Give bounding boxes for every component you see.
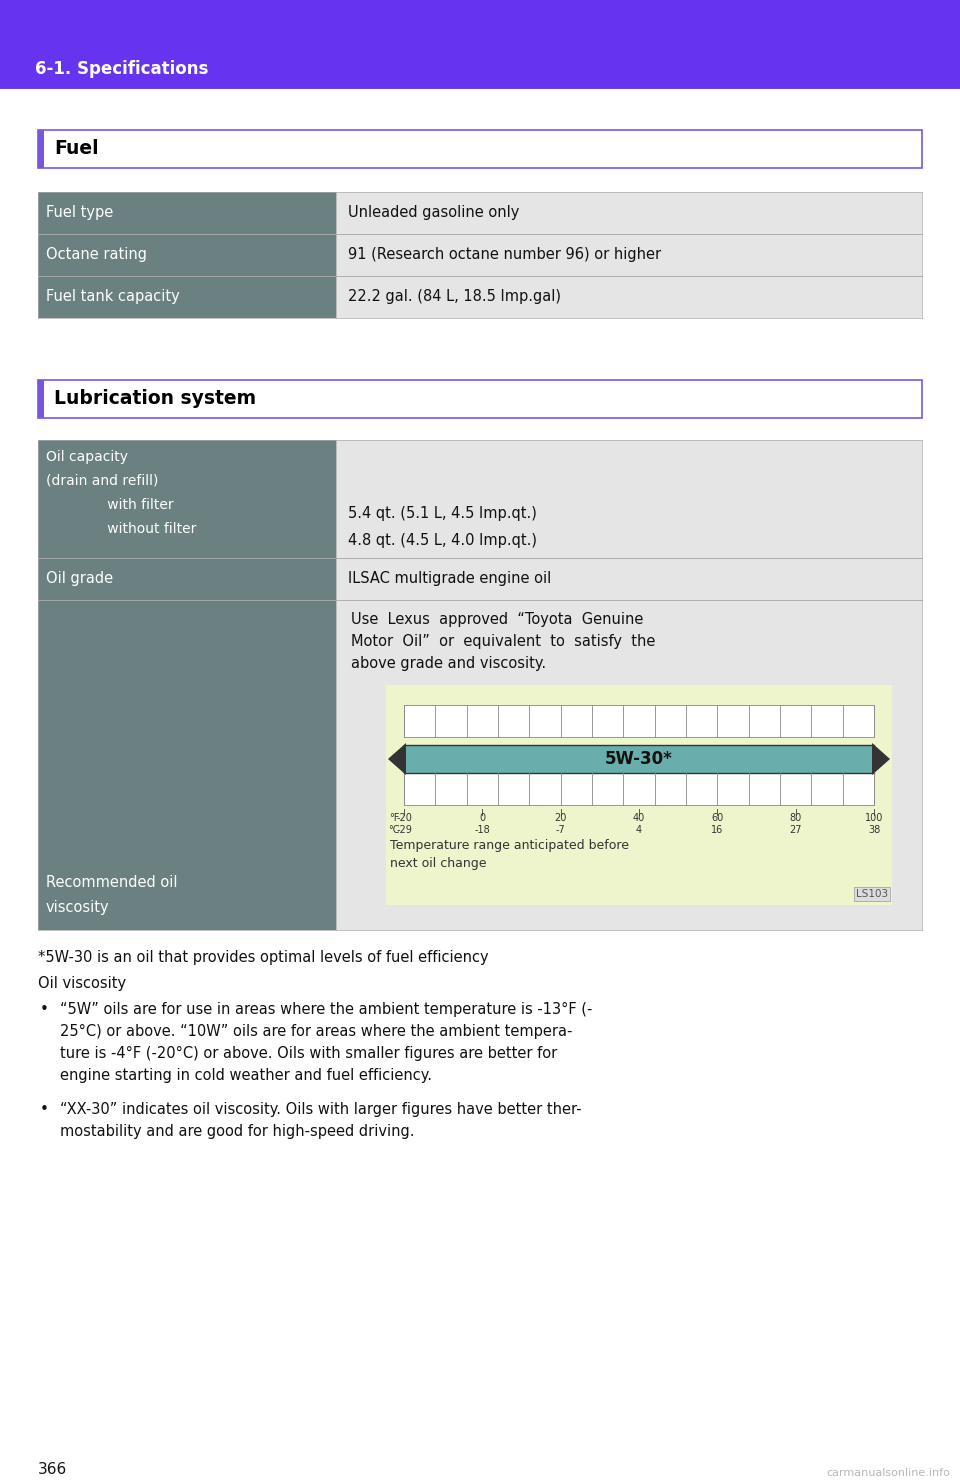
Text: carmanualsonline.info: carmanualsonline.info (827, 1468, 950, 1478)
Text: Temperature range anticipated before: Temperature range anticipated before (390, 838, 629, 852)
Text: with filter: with filter (46, 499, 174, 512)
Text: 40: 40 (633, 813, 645, 824)
Bar (404, 705, 874, 738)
Text: -20: -20 (396, 813, 412, 824)
Text: 4.8 qt. (4.5 L, 4.0 Imp.qt.): 4.8 qt. (4.5 L, 4.0 Imp.qt.) (348, 533, 537, 548)
Bar (38, 191, 336, 234)
Text: °F: °F (390, 813, 400, 824)
Text: •: • (40, 1002, 49, 1017)
Text: 22.2 gal. (84 L, 18.5 Imp.gal): 22.2 gal. (84 L, 18.5 Imp.gal) (348, 289, 561, 304)
Bar (336, 234, 922, 276)
Text: ture is -4°F (-20°C) or above. Oils with smaller figures are better for: ture is -4°F (-20°C) or above. Oils with… (60, 1046, 557, 1061)
Bar (38, 234, 336, 276)
Text: Oil grade: Oil grade (46, 571, 113, 586)
Text: 6-1. Specifications: 6-1. Specifications (35, 59, 208, 79)
Text: Oil capacity: Oil capacity (46, 450, 128, 464)
Text: Fuel tank capacity: Fuel tank capacity (46, 289, 180, 304)
Bar (38, 439, 336, 558)
Text: 60: 60 (711, 813, 724, 824)
Text: 38: 38 (868, 825, 880, 835)
Text: LS103: LS103 (856, 889, 888, 899)
Text: 4: 4 (636, 825, 642, 835)
Bar (38, 558, 336, 600)
Text: mostability and are good for high-speed driving.: mostability and are good for high-speed … (60, 1123, 415, 1140)
Bar (38, 380, 922, 418)
Text: 25°C) or above. “10W” oils are for areas where the ambient tempera-: 25°C) or above. “10W” oils are for areas… (60, 1024, 572, 1039)
Bar (336, 276, 922, 318)
Bar (38, 380, 44, 418)
Text: 5W-30*: 5W-30* (605, 749, 673, 769)
Text: 80: 80 (789, 813, 802, 824)
Text: *5W-30 is an oil that provides optimal levels of fuel efficiency: *5W-30 is an oil that provides optimal l… (38, 950, 489, 965)
Text: °C: °C (389, 825, 400, 835)
Text: 366: 366 (38, 1462, 67, 1477)
Text: 91 (Research octane number 96) or higher: 91 (Research octane number 96) or higher (348, 248, 661, 263)
Bar (336, 439, 922, 558)
Text: Unleaded gasoline only: Unleaded gasoline only (348, 205, 519, 221)
Bar (336, 600, 922, 930)
Text: -18: -18 (474, 825, 491, 835)
Text: 100: 100 (865, 813, 883, 824)
Text: Octane rating: Octane rating (46, 248, 147, 263)
Text: •: • (40, 1103, 49, 1117)
Bar (336, 191, 922, 234)
Text: Oil viscosity: Oil viscosity (38, 976, 126, 991)
Text: ILSAC multigrade engine oil: ILSAC multigrade engine oil (348, 571, 551, 586)
FancyArrow shape (388, 743, 406, 775)
Text: 0: 0 (479, 813, 486, 824)
Text: Fuel type: Fuel type (46, 205, 113, 221)
Text: -7: -7 (556, 825, 565, 835)
FancyArrow shape (872, 743, 890, 775)
Text: Lubrication system: Lubrication system (54, 389, 256, 408)
Text: 20: 20 (555, 813, 566, 824)
Text: without filter: without filter (46, 522, 197, 536)
Bar (38, 600, 336, 930)
Text: Motor  Oil”  or  equivalent  to  satisfy  the: Motor Oil” or equivalent to satisfy the (351, 634, 656, 649)
Text: 27: 27 (789, 825, 802, 835)
Bar (38, 131, 922, 168)
Bar (0, 0, 960, 91)
Text: (drain and refill): (drain and refill) (46, 473, 158, 488)
Text: Use  Lexus  approved  “Toyota  Genuine: Use Lexus approved “Toyota Genuine (351, 611, 643, 628)
Text: 16: 16 (711, 825, 724, 835)
Bar (404, 773, 874, 804)
Text: 5.4 qt. (5.1 L, 4.5 Imp.qt.): 5.4 qt. (5.1 L, 4.5 Imp.qt.) (348, 506, 537, 521)
Text: “XX-30” indicates oil viscosity. Oils with larger figures have better ther-: “XX-30” indicates oil viscosity. Oils wi… (60, 1103, 582, 1117)
Bar (404, 745, 874, 773)
Text: engine starting in cold weather and fuel efficiency.: engine starting in cold weather and fuel… (60, 1068, 432, 1083)
Text: Fuel: Fuel (54, 139, 99, 159)
Bar (38, 131, 44, 168)
Bar (336, 558, 922, 600)
Bar (386, 686, 892, 905)
Text: -29: -29 (396, 825, 412, 835)
Text: Recommended oil
viscosity: Recommended oil viscosity (46, 876, 178, 914)
Bar (38, 276, 336, 318)
Text: above grade and viscosity.: above grade and viscosity. (351, 656, 546, 671)
Text: “5W” oils are for use in areas where the ambient temperature is -13°F (-: “5W” oils are for use in areas where the… (60, 1002, 592, 1017)
Text: next oil change: next oil change (390, 856, 487, 870)
